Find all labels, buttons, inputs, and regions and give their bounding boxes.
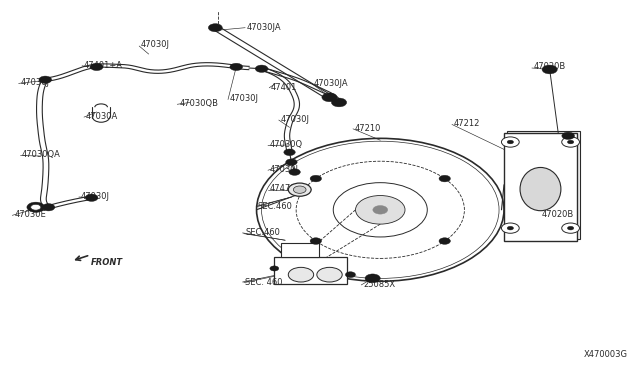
Text: 47030J: 47030J xyxy=(230,94,259,103)
Text: 47030E: 47030E xyxy=(14,210,46,219)
Text: 47020B: 47020B xyxy=(533,62,565,71)
Circle shape xyxy=(257,138,504,281)
Circle shape xyxy=(310,238,321,244)
Circle shape xyxy=(310,175,321,182)
Circle shape xyxy=(568,226,574,230)
Circle shape xyxy=(439,175,451,182)
Circle shape xyxy=(322,93,337,102)
Circle shape xyxy=(31,204,41,210)
Text: 47030J: 47030J xyxy=(80,192,109,201)
Circle shape xyxy=(507,226,513,230)
Circle shape xyxy=(332,98,347,107)
Circle shape xyxy=(285,159,297,166)
Circle shape xyxy=(333,183,428,237)
Circle shape xyxy=(288,183,311,196)
Text: FRONT: FRONT xyxy=(90,259,122,267)
Bar xyxy=(281,243,319,257)
Text: 47401: 47401 xyxy=(271,83,297,92)
FancyBboxPatch shape xyxy=(507,131,580,239)
Text: X470003G: X470003G xyxy=(584,350,628,359)
Circle shape xyxy=(562,223,579,233)
Circle shape xyxy=(562,137,579,147)
Text: 47030J: 47030J xyxy=(281,115,310,124)
Circle shape xyxy=(502,223,519,233)
Text: SEC.460: SEC.460 xyxy=(258,202,292,211)
Circle shape xyxy=(289,169,300,175)
Text: 47030Q: 47030Q xyxy=(269,141,302,150)
Circle shape xyxy=(288,267,314,282)
Circle shape xyxy=(317,267,342,282)
Text: SEC.460: SEC.460 xyxy=(245,228,280,237)
Circle shape xyxy=(255,65,268,73)
Bar xyxy=(275,257,348,284)
Text: 47030J: 47030J xyxy=(141,41,170,49)
Text: 47030QB: 47030QB xyxy=(179,99,218,108)
Text: 47030JA: 47030JA xyxy=(247,23,282,32)
Circle shape xyxy=(439,238,451,244)
Text: 47401+A: 47401+A xyxy=(84,61,123,70)
Circle shape xyxy=(568,140,574,144)
Circle shape xyxy=(346,272,356,278)
Circle shape xyxy=(293,186,306,193)
Circle shape xyxy=(356,196,405,224)
Circle shape xyxy=(262,141,499,278)
Circle shape xyxy=(27,202,45,212)
Circle shape xyxy=(502,137,519,147)
Circle shape xyxy=(270,266,279,271)
Text: 47478: 47478 xyxy=(269,185,296,193)
Circle shape xyxy=(209,24,222,32)
Circle shape xyxy=(230,63,243,71)
FancyBboxPatch shape xyxy=(504,133,577,241)
Ellipse shape xyxy=(520,167,561,211)
Circle shape xyxy=(562,132,575,140)
Text: 47030QA: 47030QA xyxy=(22,150,61,159)
Text: 47212: 47212 xyxy=(453,119,479,128)
Text: 47020B: 47020B xyxy=(542,210,574,219)
Circle shape xyxy=(85,194,98,201)
Text: 25085X: 25085X xyxy=(363,280,396,289)
Circle shape xyxy=(373,206,388,214)
Text: 47030JA: 47030JA xyxy=(314,79,348,88)
Text: 47030A: 47030A xyxy=(85,112,118,121)
Text: SEC. 460: SEC. 460 xyxy=(245,278,283,286)
Text: 47210: 47210 xyxy=(355,124,381,132)
Text: 47030J: 47030J xyxy=(20,78,49,87)
Circle shape xyxy=(39,76,52,83)
Text: 47030J: 47030J xyxy=(269,165,298,174)
Circle shape xyxy=(507,140,513,144)
Circle shape xyxy=(42,203,55,211)
Circle shape xyxy=(90,63,103,71)
Circle shape xyxy=(542,65,557,74)
Circle shape xyxy=(284,149,295,155)
Circle shape xyxy=(365,274,380,283)
